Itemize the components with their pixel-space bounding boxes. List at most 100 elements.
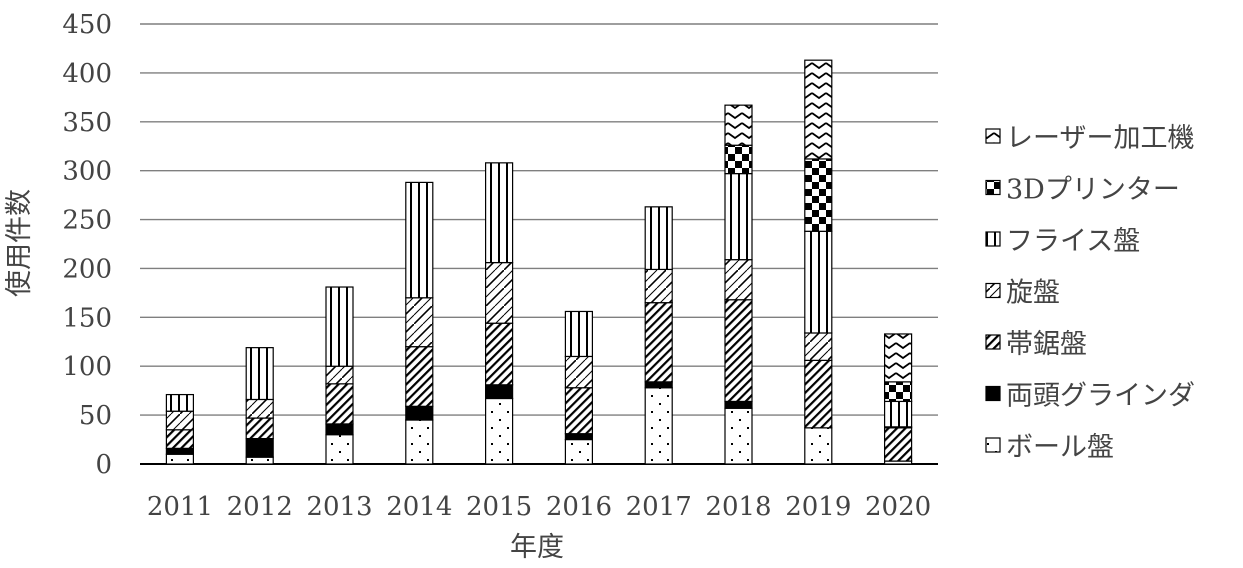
legend-item: レーザー加工機 [985,123,1194,154]
legend-label: 両頭グラインダ [1006,381,1195,412]
x-tick-label: 2018 [705,492,771,522]
y-tick-label: 450 [62,10,112,40]
legend-item: 両頭グラインダ [985,381,1195,412]
bar-segment [564,433,594,441]
y-tick-label: 200 [62,254,112,284]
bar-stack-2018 [724,104,753,465]
legend-label: ボール盤 [1006,432,1114,463]
bar-segment [724,407,753,465]
bar-segment [724,144,753,175]
legend-swatch [985,231,1001,247]
bar-stack-2011 [165,393,194,465]
bar-segment [325,365,354,385]
bar-segment [724,173,753,261]
y-tick-label: 300 [62,157,112,187]
bar-segment [245,456,274,465]
legend-label: レーザー加工機 [1006,123,1194,154]
bar-segment [325,286,354,367]
bar-segment [165,453,194,465]
x-tick-label: 2012 [227,492,293,522]
bar-segment [165,393,194,412]
x-axis-label: 年度 [510,532,564,563]
bar-stack-2013 [325,286,354,465]
y-tick-label: 400 [62,59,112,89]
legend-swatch [985,179,1001,196]
bar-segment [724,400,753,409]
bar-segment [883,427,913,462]
bar-segment [485,397,514,465]
legend-item: 3Dプリンター [985,175,1180,206]
y-tick-label: 100 [62,352,112,382]
bar-segment [724,299,753,403]
legend-swatch [985,385,1001,402]
x-tick-label: 2020 [865,492,931,522]
legend-swatch [985,437,1001,453]
bar-segment [644,302,673,383]
x-tick-label: 2019 [785,492,851,522]
legend-label: 帯鋸盤 [1006,329,1087,360]
y-tick-label: 150 [62,303,112,333]
bar-segment [724,104,753,146]
bar-segment [405,346,434,407]
x-tick-label: 2015 [466,492,532,522]
bar-segment [644,206,673,271]
legend-item: ボール盤 [985,432,1114,463]
x-tick-label: 2014 [386,492,452,522]
bar-segment [564,438,594,465]
bar-segment [724,259,753,301]
y-tick-label: 250 [62,206,112,236]
y-axis-label: 使用件数 [4,189,35,297]
bar-segment [245,417,274,440]
bar-segment [165,447,194,455]
bar-segment [325,383,354,425]
bar-stack-2020 [883,333,913,465]
bar-segment [485,261,514,324]
bar-segment [883,333,913,383]
bar-segment [564,387,594,435]
bar-segment [644,381,673,389]
bar-segment [564,310,594,358]
bar-segment [165,410,194,431]
bar-stack-2016 [564,310,594,465]
bar-segment [405,297,434,348]
bar-segment [883,400,913,428]
bar-segment [804,230,833,334]
x-tick-label: 2013 [306,492,372,522]
bar-segment [325,434,354,465]
bar-segment [883,381,913,403]
legend-label: 3Dプリンター [1006,175,1180,206]
legend-swatch [985,282,1001,299]
bar-stack-2019 [804,59,833,465]
legend-item: 帯鋸盤 [985,329,1087,360]
bar-segment [245,398,274,419]
y-tick-label: 0 [95,450,112,480]
bar-segment [485,384,514,400]
bar-segment [804,359,833,429]
bar-segment [485,162,514,264]
legend-label: フライス盤 [1006,226,1140,257]
bar-stack-2012 [245,347,274,465]
bar-segment [485,322,514,386]
x-tick-label: 2011 [147,492,213,522]
bar-segment [564,355,594,389]
bar-segment [405,181,434,299]
x-tick-label: 2016 [546,492,612,522]
legend-item: 旋盤 [985,278,1060,309]
bar-stack-2015 [485,162,514,465]
legend-swatch [985,334,1001,350]
bar-segment [804,427,833,465]
bar-segment [245,437,274,458]
bar-segment [644,268,673,304]
x-tick-label: 2017 [626,492,692,522]
bar-segment [644,387,673,465]
y-tick-label: 50 [79,401,112,431]
y-tick-label: 350 [62,108,112,138]
bar-segment [325,423,354,436]
bar-stack-2014 [405,181,434,465]
bar-segment [405,419,434,465]
legend-label: 旋盤 [1006,278,1060,309]
bar-segment [804,59,833,160]
bar-segment [245,347,274,401]
bar-segment [804,158,833,232]
